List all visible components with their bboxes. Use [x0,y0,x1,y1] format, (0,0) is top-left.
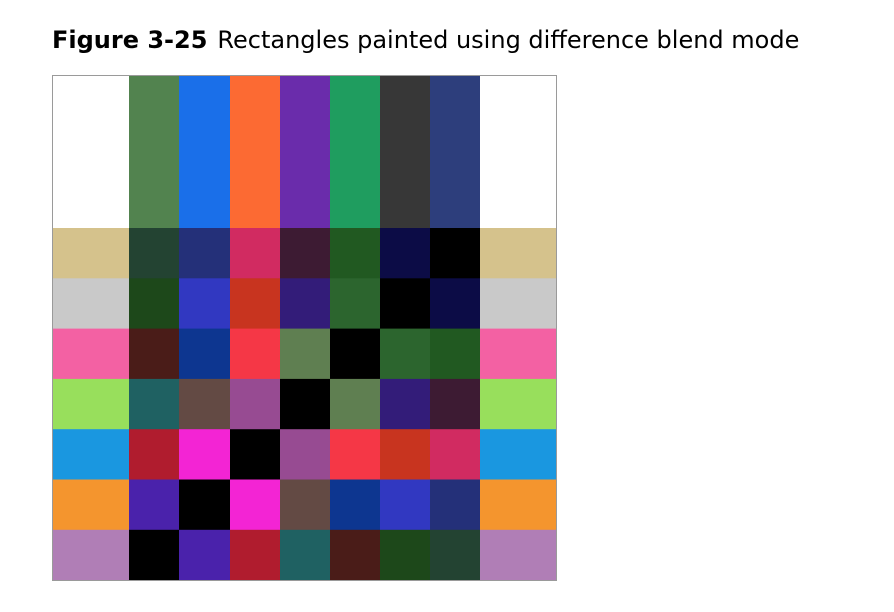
grid-cell-r5-c8 [430,429,480,480]
figure-label: Figure 3-25 [52,26,208,54]
grid-cell-r1-c8 [430,228,480,279]
grid-cell-r6-c7 [380,479,430,531]
top-band-cell-6 [380,76,430,228]
grid-cell-r3-c7 [380,328,430,380]
grid-cell-r6-c8 [430,479,480,531]
grid-cell-r1-c3 [179,228,230,279]
grid-cell-r4-c9 [480,378,556,430]
grid-cell-r3-c5 [280,328,330,380]
grid-cell-r4-c3 [179,378,230,430]
grid-cell-r5-c4 [230,429,280,480]
figure-title: Rectangles painted using difference blen… [217,26,800,54]
top-band-cell-7 [430,76,480,228]
grid-cell-r4-c1 [53,378,129,430]
grid-cell-r2-c5 [280,278,330,329]
blend-mode-figure [52,75,557,581]
grid-cell-r3-c4 [230,328,280,380]
rectangle-grid [53,76,556,580]
grid-cell-r2-c4 [230,278,280,329]
grid-cell-r6-c5 [280,479,330,531]
top-band-cell-1 [129,76,179,228]
grid-cell-r6-c3 [179,479,230,531]
grid-cell-r5-c1 [53,429,129,480]
grid-cell-r7-c2 [129,529,179,580]
grid-cell-r7-c1 [53,529,129,580]
grid-cell-r5-c6 [330,429,380,480]
grid-cell-r4-c6 [330,378,380,430]
top-band-cell-5 [330,76,380,228]
grid-cell-r2-c2 [129,278,179,329]
top-band-cell-8 [480,76,556,228]
grid-cell-r5-c9 [480,429,556,480]
grid-cell-r6-c6 [330,479,380,531]
grid-cell-r1-c4 [230,228,280,279]
grid-cell-r7-c9 [480,529,556,580]
grid-cell-r5-c3 [179,429,230,480]
grid-cell-r7-c7 [380,529,430,580]
grid-cell-r1-c9 [480,228,556,279]
grid-cell-r3-c2 [129,328,179,380]
grid-cell-r6-c2 [129,479,179,531]
grid-cell-r2-c9 [480,278,556,329]
grid-cell-r7-c6 [330,529,380,580]
top-band-cell-2 [179,76,230,228]
grid-cell-r4-c4 [230,378,280,430]
grid-cell-r1-c7 [380,228,430,279]
top-band-cell-0 [53,76,129,228]
grid-cell-r7-c3 [179,529,230,580]
grid-cell-r5-c5 [280,429,330,480]
grid-cell-r2-c1 [53,278,129,329]
grid-cell-r3-c8 [430,328,480,380]
figure-caption: Figure 3-25 Rectangles painted using diff… [52,22,799,58]
grid-cell-r1-c6 [330,228,380,279]
grid-cell-r6-c1 [53,479,129,531]
grid-cell-r4-c7 [380,378,430,430]
grid-cell-r5-c7 [380,429,430,480]
grid-cell-r4-c2 [129,378,179,430]
grid-cell-r1-c1 [53,228,129,279]
grid-cell-r3-c3 [179,328,230,380]
grid-cell-r7-c5 [280,529,330,580]
grid-cell-r2-c3 [179,278,230,329]
top-band-cell-3 [230,76,280,228]
grid-cell-r5-c2 [129,429,179,480]
grid-cell-r4-c8 [430,378,480,430]
grid-cell-r4-c5 [280,378,330,430]
grid-cell-r1-c2 [129,228,179,279]
grid-cell-r7-c4 [230,529,280,580]
grid-cell-r6-c9 [480,479,556,531]
grid-cell-r1-c5 [280,228,330,279]
grid-cell-r3-c1 [53,328,129,380]
grid-cell-r3-c6 [330,328,380,380]
grid-cell-r6-c4 [230,479,280,531]
grid-cell-r2-c8 [430,278,480,329]
grid-cell-r7-c8 [430,529,480,580]
grid-cell-r2-c6 [330,278,380,329]
top-band-cell-4 [280,76,330,228]
grid-cell-r2-c7 [380,278,430,329]
grid-cell-r3-c9 [480,328,556,380]
